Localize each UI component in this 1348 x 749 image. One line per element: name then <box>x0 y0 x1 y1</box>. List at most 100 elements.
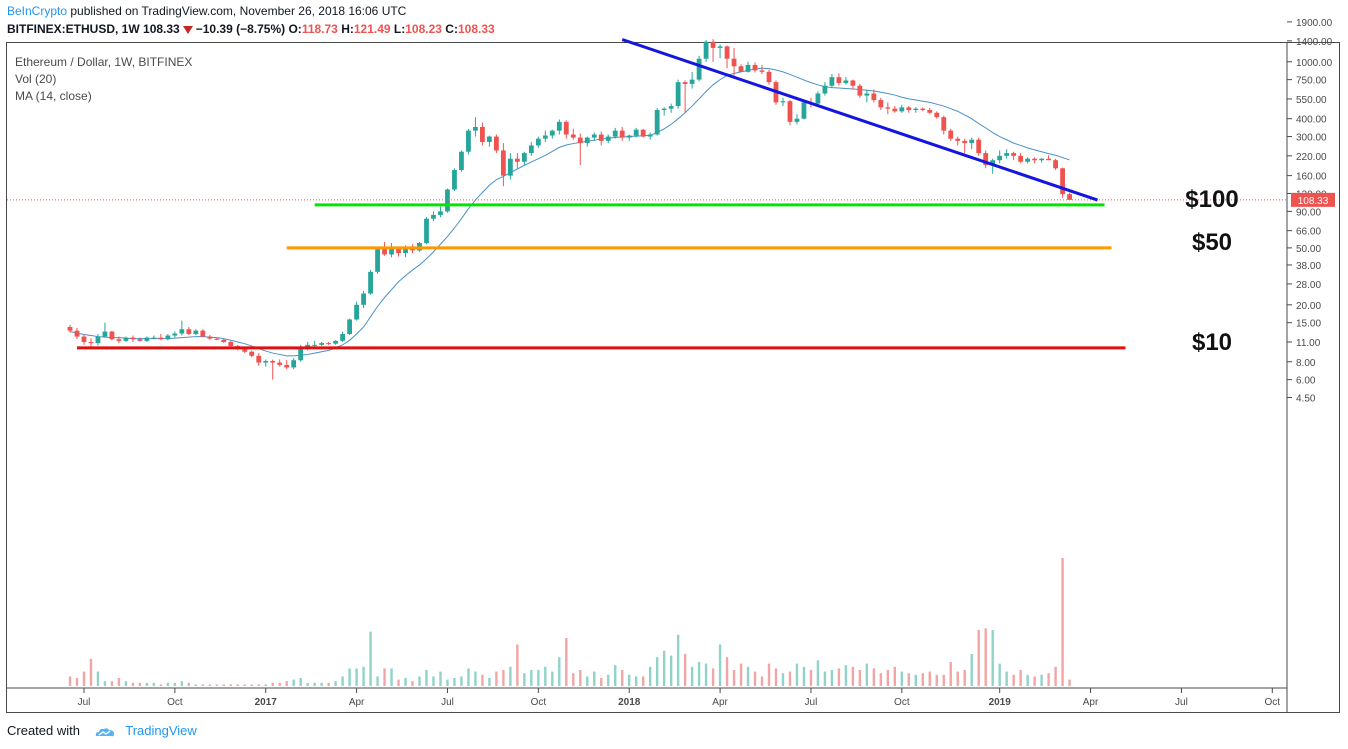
brand-name[interactable]: BeInCrypto <box>7 4 68 18</box>
legend-volume: Vol (20) <box>15 72 57 86</box>
volume-bar <box>488 678 491 686</box>
candle-body <box>654 110 660 135</box>
volume-bar <box>138 682 142 686</box>
y-tick-label: 750.00 <box>1296 76 1327 87</box>
volume-bar <box>201 684 205 686</box>
last-price-box <box>1291 192 1335 207</box>
candle-body <box>382 249 387 255</box>
candle-body <box>424 218 429 244</box>
volume-bar <box>509 666 512 686</box>
candle-body <box>88 341 94 344</box>
candle-body <box>298 347 304 361</box>
volume-bar <box>1054 666 1057 686</box>
volume-bar <box>159 684 163 686</box>
candle-body <box>389 247 394 255</box>
volume-bar <box>292 679 295 686</box>
volume-bar <box>425 670 428 686</box>
candle-body <box>1046 158 1051 161</box>
y-tick-label: 15.00 <box>1296 319 1321 330</box>
volume-bar <box>481 674 484 686</box>
y-tick-label: 220.00 <box>1296 152 1327 163</box>
legend-ma: MA (14, close) <box>15 89 92 103</box>
legend-title: Ethereum / Dollar, 1W, BITFINEX <box>15 55 193 69</box>
volume-bar <box>558 657 561 686</box>
candle-body <box>249 351 255 356</box>
candle-body <box>123 337 129 341</box>
x-tick-label: Oct <box>894 697 910 708</box>
candle-body <box>165 335 171 340</box>
candle-body <box>459 151 464 171</box>
candle-body <box>514 158 520 162</box>
x-tick-label: Oct <box>531 697 547 708</box>
close-label: C: <box>445 22 458 36</box>
candle-body <box>500 150 506 176</box>
candle-body <box>927 110 933 113</box>
volume-bar <box>732 670 736 686</box>
chart-frame <box>6 42 1340 713</box>
x-tick-label: Oct <box>167 697 183 708</box>
volume-bar <box>502 670 505 686</box>
volume-bar <box>586 676 589 686</box>
candle-body <box>731 58 737 67</box>
x-tick-label: 2019 <box>989 697 1012 708</box>
volume-bar <box>998 663 1001 686</box>
tradingview-logo-icon <box>95 727 114 736</box>
candle-body <box>612 130 618 137</box>
candle-body <box>319 343 325 345</box>
volume-bar <box>495 671 498 686</box>
candle-body <box>598 134 604 141</box>
candle-body <box>200 330 206 337</box>
candle-body <box>151 337 157 339</box>
volume-bar <box>537 670 540 686</box>
change-text: −10.39 (−8.75%) <box>195 22 286 36</box>
volume-bar <box>460 676 463 686</box>
down-triangle-icon <box>182 25 193 34</box>
x-tick-label: Apr <box>349 697 365 708</box>
y-tick-label: 8.00 <box>1296 358 1316 369</box>
candle-body <box>843 80 849 84</box>
y-tick-label: 550.00 <box>1296 95 1327 106</box>
tradingview-link[interactable]: TradingView <box>125 723 197 738</box>
volume-bar <box>551 671 554 686</box>
volume-bar <box>781 673 785 686</box>
candle-body <box>556 121 562 131</box>
volume-bar <box>474 671 477 686</box>
candle-body <box>801 102 807 119</box>
candle-body <box>605 136 611 141</box>
volume-bar <box>173 682 177 686</box>
candle-body <box>507 158 513 176</box>
candle-body <box>528 145 534 154</box>
candle-body <box>955 138 961 141</box>
y-tick-label: 38.00 <box>1296 261 1321 272</box>
volume-bar <box>516 644 519 686</box>
volume-bar <box>544 666 547 686</box>
candle-body <box>361 293 366 305</box>
y-tick-label: 1000.00 <box>1296 58 1333 69</box>
candle-body <box>487 136 492 142</box>
candle-body <box>906 107 912 111</box>
candle-body <box>934 112 940 118</box>
x-tick-label: 2017 <box>255 697 278 708</box>
low-value: 108.23 <box>405 22 442 36</box>
y-tick-label: 4.50 <box>1296 394 1316 405</box>
volume-bar <box>760 676 764 686</box>
candle-body <box>745 64 751 72</box>
x-tick-label: Oct <box>1265 697 1281 708</box>
candle-body <box>116 339 122 341</box>
candle-body <box>1018 155 1024 162</box>
candle-body <box>710 41 716 48</box>
volume-bar <box>68 676 72 686</box>
candle-body <box>752 64 758 71</box>
candle-body <box>172 333 178 336</box>
volume-bar <box>704 663 708 686</box>
candle-body <box>941 117 947 131</box>
volume-bar <box>124 681 128 686</box>
x-tick-label: Apr <box>1083 697 1099 708</box>
volume-bar <box>145 682 149 686</box>
candle-body <box>913 108 919 111</box>
candle-body <box>81 336 87 342</box>
level-label: $50 <box>1192 229 1232 256</box>
volume-bar <box>1019 670 1022 686</box>
candle-body <box>836 77 842 84</box>
